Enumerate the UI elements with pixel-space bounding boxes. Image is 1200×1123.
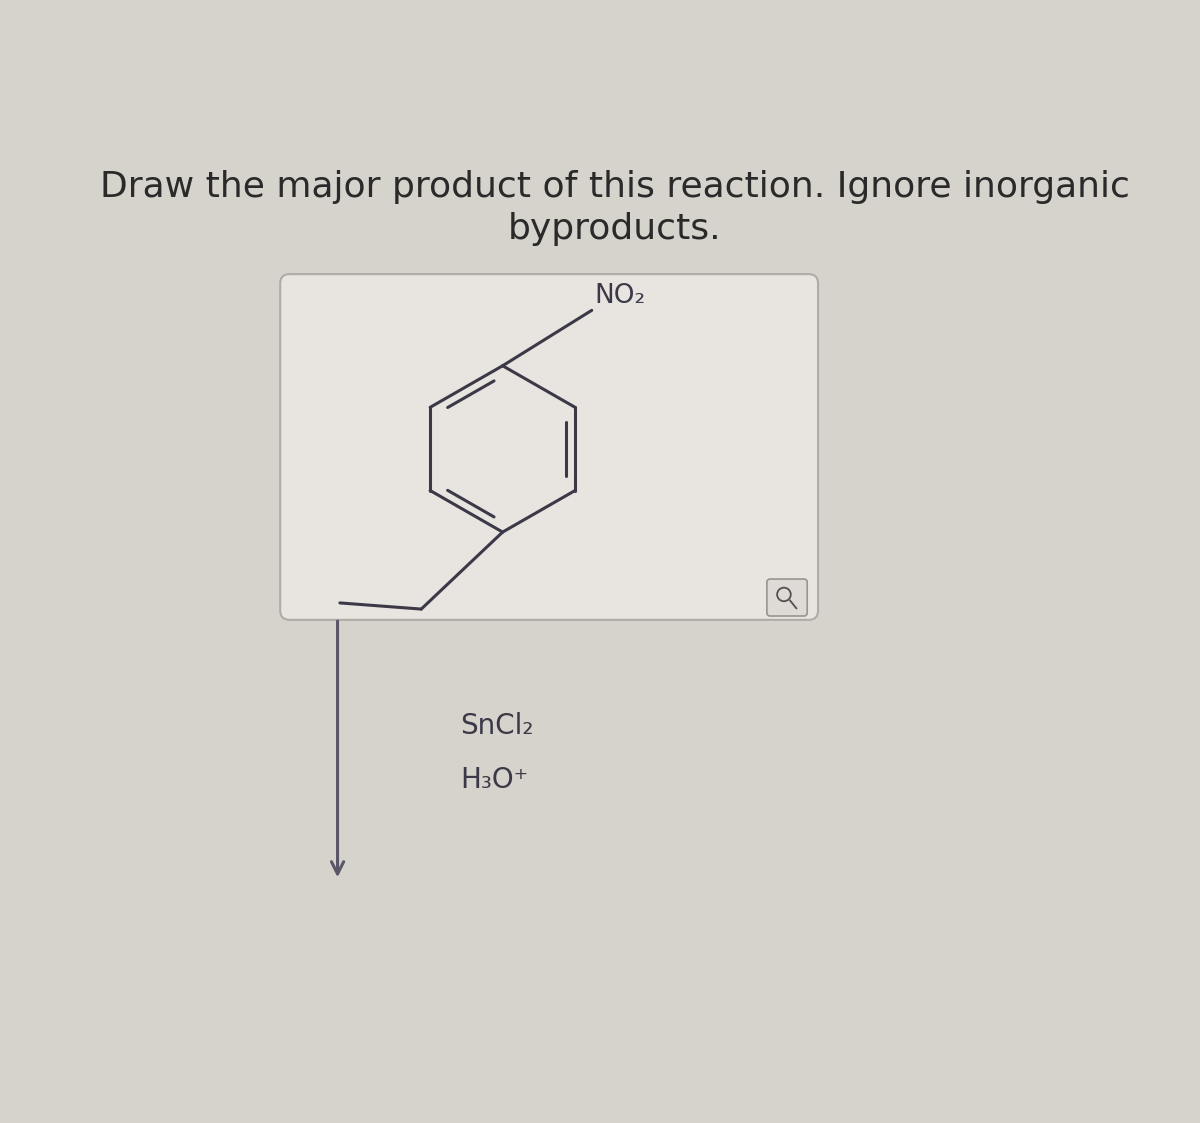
Text: NO₂: NO₂ [594,283,646,309]
Text: H₃O⁺: H₃O⁺ [460,766,528,794]
Text: SnCl₂: SnCl₂ [460,712,534,740]
FancyBboxPatch shape [281,274,818,620]
Text: Draw the major product of this reaction. Ignore inorganic: Draw the major product of this reaction.… [100,170,1130,204]
FancyBboxPatch shape [767,579,808,617]
Text: byproducts.: byproducts. [508,212,722,246]
